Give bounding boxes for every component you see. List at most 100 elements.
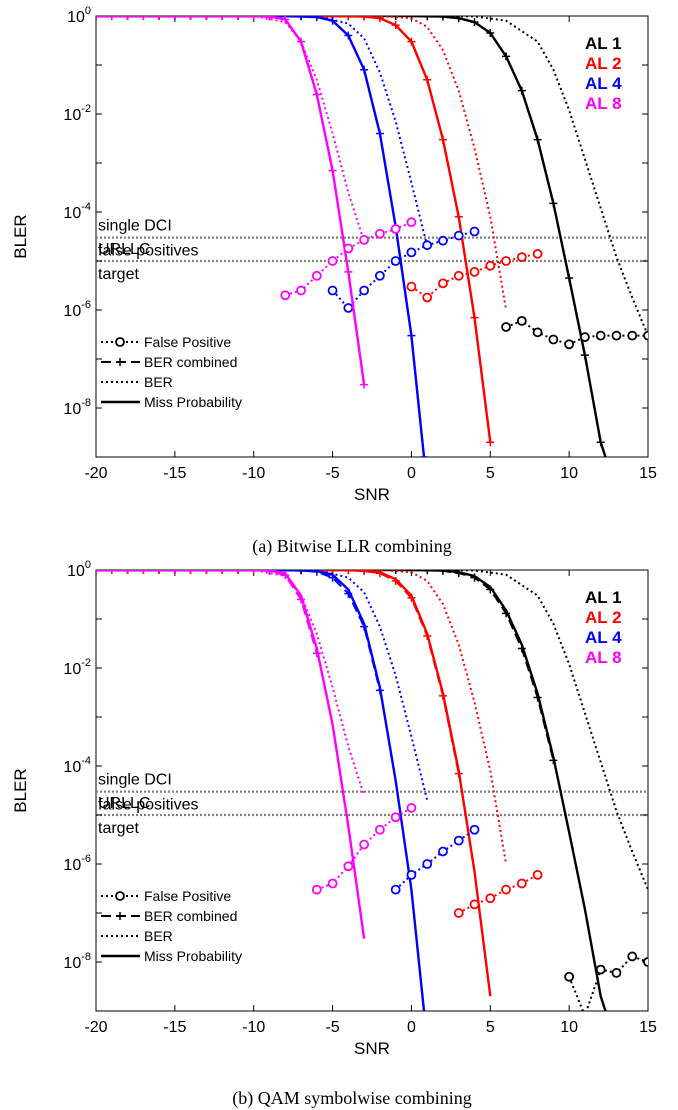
data-point-circle <box>532 869 543 880</box>
x-tick-label: 10 <box>560 465 578 482</box>
data-point-plus <box>312 649 321 658</box>
data-point-circle <box>374 824 385 835</box>
legend-marker <box>116 912 124 920</box>
data-point-plus <box>454 16 463 23</box>
data-point-plus <box>533 693 542 702</box>
data-point-plus <box>328 573 337 582</box>
legend-label: Miss Probability <box>144 394 242 410</box>
data-point-plus <box>375 129 384 138</box>
legend-al-label: AL 8 <box>585 648 622 667</box>
data-point-plus <box>407 331 416 340</box>
data-point-circle <box>627 951 638 962</box>
legend-al-label: AL 1 <box>585 588 622 607</box>
data-point-plus <box>360 622 369 631</box>
data-point-plus <box>533 135 542 144</box>
series-line-al8-miss <box>96 570 366 939</box>
data-point-plus <box>454 769 463 778</box>
data-point-circle <box>453 270 464 281</box>
reference-label-bottom: target <box>98 820 139 837</box>
data-point-plus <box>202 16 211 20</box>
data-point-circle <box>343 243 354 254</box>
legend-marker <box>115 337 125 347</box>
series-line-al4-false-positive <box>331 230 475 309</box>
data-point-circle <box>564 971 575 982</box>
data-point-plus <box>454 212 463 221</box>
data-point-circle <box>406 869 417 880</box>
y-axis-label: BLER <box>11 214 30 258</box>
data-point-plus <box>375 570 384 578</box>
data-point-circle <box>469 266 480 277</box>
x-tick-label: 0 <box>407 1019 416 1036</box>
data-point-plus <box>360 570 369 576</box>
data-point-plus <box>328 16 337 25</box>
data-point-plus <box>218 16 227 20</box>
data-point-plus <box>391 16 400 20</box>
data-point-plus <box>375 16 384 23</box>
data-point-circle <box>469 899 480 910</box>
data-point-plus <box>312 90 321 99</box>
data-point-plus <box>312 16 321 22</box>
data-point-plus <box>580 351 589 360</box>
data-point-circle <box>643 330 648 341</box>
series-line-al1-false-positive <box>505 319 648 346</box>
y-tick-label: 10-6 <box>63 853 91 874</box>
reference-label-top: single DCI <box>98 218 172 235</box>
y-tick-label: 10-4 <box>63 755 91 776</box>
series-line-al4-ber-combined <box>96 16 425 457</box>
reference-label-top: single DCI <box>98 772 172 789</box>
data-point-plus <box>603 458 611 466</box>
data-point-plus <box>375 686 384 695</box>
data-point-circle <box>485 893 496 904</box>
data-point-circle <box>580 332 590 342</box>
data-point-plus <box>233 570 242 574</box>
series-line-al8-miss <box>96 16 366 385</box>
data-point-circle <box>501 322 511 332</box>
data-point-circle <box>374 228 385 239</box>
legend-label: False Positive <box>144 334 231 350</box>
series-line-al4-ber-combined <box>96 570 381 691</box>
data-point-circle <box>422 240 433 251</box>
series-line-al2-ber-combined <box>96 570 460 774</box>
data-point-plus <box>107 16 116 20</box>
data-point-plus <box>502 609 511 618</box>
x-tick-label: -15 <box>163 1019 186 1036</box>
data-point-plus <box>123 16 132 20</box>
data-point-circle <box>422 859 433 869</box>
data-point-circle <box>516 315 527 326</box>
data-point-plus <box>249 16 258 20</box>
data-point-plus <box>155 570 164 574</box>
y-tick-label: 10-8 <box>63 951 91 972</box>
data-point-plus <box>420 453 429 457</box>
data-point-plus <box>297 37 306 46</box>
x-tick-label: -10 <box>242 1019 265 1036</box>
legend-marker <box>115 891 125 901</box>
data-point-circle <box>422 292 433 303</box>
data-point-plus <box>155 16 164 20</box>
series-line-al4-miss <box>96 16 426 457</box>
data-point-circle <box>359 839 370 850</box>
data-point-plus <box>486 438 495 447</box>
data-point-plus <box>344 267 353 276</box>
data-point-circle <box>438 278 448 289</box>
data-point-plus <box>423 75 432 84</box>
data-point-circle <box>390 884 401 895</box>
reference-label-bottom: false positives <box>98 797 199 814</box>
data-point-plus <box>438 691 447 700</box>
reference-label-bottom: false positives <box>98 243 199 260</box>
data-point-circle <box>516 878 527 889</box>
data-point-plus <box>312 570 321 576</box>
data-point-plus <box>517 86 526 95</box>
data-point-plus <box>170 16 179 20</box>
data-point-circle <box>453 908 464 918</box>
data-point-circle <box>280 290 291 301</box>
data-point-plus <box>470 573 479 582</box>
x-axis-label: SNR <box>354 485 390 504</box>
data-point-plus <box>139 570 148 574</box>
y-tick-label: 10-4 <box>63 201 91 222</box>
data-point-circle <box>296 285 306 296</box>
data-point-circle <box>327 878 338 889</box>
data-point-circle <box>406 802 417 813</box>
